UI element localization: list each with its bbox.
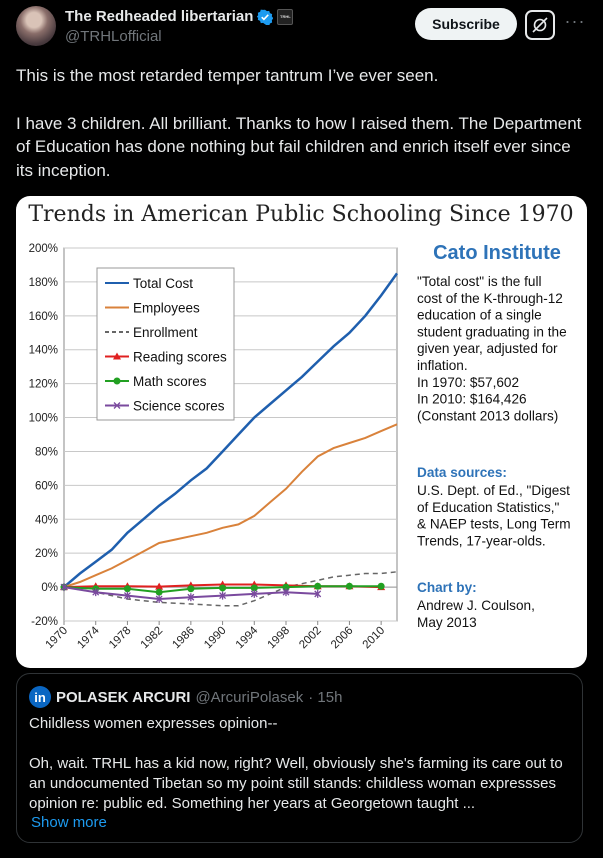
affiliate-badge-icon[interactable]: TRHL [277, 8, 294, 25]
show-more-link[interactable]: Show more [31, 814, 107, 831]
data-point-science-scores [187, 593, 195, 602]
data-point-math-scores [123, 585, 131, 593]
data-sources-line: & NAEP tests, Long Term [417, 517, 571, 532]
legend-marker-science-scores [113, 402, 121, 409]
y-tick-label: 160% [29, 311, 58, 323]
legend-marker-math-scores [113, 377, 121, 385]
quoted-author-handle: @ArcuriPolasek [195, 688, 304, 706]
series-line-employees [63, 423, 398, 589]
grok-slash-icon [532, 17, 548, 33]
x-tick-label: 1998 [266, 625, 293, 652]
x-tick-label: 1974 [75, 624, 102, 651]
data-point-math-scores [155, 588, 163, 596]
tweet-header: The Redheaded libertarian TRHL @TRHLoffi… [16, 6, 587, 46]
x-tick-label: 2010 [361, 625, 388, 652]
data-point-science-scores [123, 591, 131, 600]
annotation-line: In 1970: $57,602 [417, 375, 519, 390]
data-sources-title: Data sources: [417, 465, 507, 480]
annotation-line: "Total cost" is the full [417, 274, 542, 289]
x-tick-label: 1970 [44, 625, 71, 652]
y-tick-label: 0% [41, 582, 58, 594]
x-tick-label: 1982 [139, 625, 166, 652]
y-tick-label: 60% [35, 480, 58, 492]
tweet-image[interactable]: Trends in American Public Schooling Sinc… [16, 196, 587, 668]
chart: Trends in American Public Schooling Sinc… [28, 202, 573, 652]
x-tick-label: 1990 [202, 625, 229, 652]
x-tick-label: 2002 [297, 625, 324, 652]
more-options-icon[interactable]: ··· [564, 11, 586, 31]
tweet-body: This is the most retarded temper tantrum… [16, 64, 586, 206]
grok-icon[interactable] [525, 10, 555, 40]
legend-label-total-cost: Total Cost [133, 276, 193, 291]
data-point-math-scores [314, 582, 322, 590]
quoted-timestamp: · 15h [308, 688, 343, 706]
data-point-science-scores [155, 594, 163, 603]
data-point-math-scores [345, 582, 353, 590]
x-tick-label: 1986 [170, 625, 197, 652]
annotation-line: In 2010: $164,426 [417, 392, 527, 407]
data-point-science-scores [250, 589, 258, 598]
quoted-tweet-body: Childless women expresses opinion-- Oh, … [29, 714, 574, 834]
x-tick-label: 1994 [234, 624, 261, 651]
y-tick-label: 20% [35, 548, 58, 560]
legend-label-science-scores: Science scores [133, 399, 225, 414]
tweet-paragraph-2: I have 3 children. All brilliant. Thanks… [16, 113, 582, 180]
quoted-paragraph-2: Oh, wait. TRHL has a kid now, right? Wel… [29, 755, 563, 812]
x-tick-label: 2006 [329, 625, 356, 652]
data-point-math-scores [187, 585, 195, 593]
legend-label-employees: Employees [133, 301, 200, 316]
y-tick-label: 80% [35, 446, 58, 458]
data-point-science-scores [60, 583, 68, 592]
x-tick-label: 1978 [107, 625, 134, 652]
y-tick-label: -20% [31, 616, 58, 628]
quoted-paragraph-1: Childless women expresses opinion-- [29, 715, 278, 732]
chart-credit-title: Chart by: [417, 580, 477, 595]
avatar[interactable] [16, 6, 56, 46]
y-tick-label: 140% [29, 345, 58, 357]
author-handle[interactable]: @TRHLofficial [65, 28, 162, 45]
subscribe-button[interactable]: Subscribe [415, 8, 517, 40]
y-tick-label: 200% [29, 243, 58, 255]
data-point-science-scores [282, 588, 290, 597]
annotation-line: (Constant 2013 dollars) [417, 408, 558, 423]
verified-badge-icon [257, 9, 274, 25]
tweet-paragraph-1: This is the most retarded temper tantrum… [16, 66, 439, 85]
legend-label-math-scores: Math scores [133, 374, 207, 389]
annotation-line: given year, adjusted for [417, 341, 558, 356]
annotation-line: education of a single [417, 308, 542, 323]
quoted-tweet[interactable]: in POLASEK ARCURI @ArcuriPolasek · 15h C… [16, 673, 583, 843]
quoted-author-name[interactable]: POLASEK ARCURI [56, 688, 191, 706]
author-display-name[interactable]: The Redheaded libertarian [65, 8, 254, 25]
data-point-reading-scores [155, 582, 164, 590]
data-point-math-scores [377, 582, 385, 590]
legend-marker-reading-scores [113, 352, 121, 360]
y-tick-label: 180% [29, 277, 58, 289]
data-sources-line: Trends, 17-year-olds. [417, 533, 546, 548]
chart-credit-line: Andrew J. Coulson, [417, 598, 535, 613]
data-point-math-scores [219, 584, 227, 592]
data-sources-line: of Education Statistics," [417, 500, 560, 515]
author-name-row: The Redheaded libertarian TRHL [65, 8, 294, 25]
data-point-science-scores [219, 591, 227, 600]
data-point-science-scores [314, 589, 322, 598]
quoted-avatar-icon[interactable]: in [29, 686, 51, 708]
annotation-line: student graduating in the [417, 324, 567, 339]
quoted-tweet-header: in POLASEK ARCURI @ArcuriPolasek · 15h [29, 686, 342, 708]
annotation-line: inflation. [417, 358, 468, 373]
data-point-science-scores [92, 588, 100, 597]
y-tick-label: 100% [29, 413, 58, 425]
legend-label-reading-scores: Reading scores [133, 350, 227, 365]
annotation-line: cost of the K-through-12 [417, 291, 563, 306]
chart-credit-line: May 2013 [417, 615, 477, 630]
series-line-total-cost [63, 272, 399, 589]
chart-org-title: Cato Institute [433, 242, 561, 264]
y-tick-label: 40% [35, 514, 58, 526]
chart-title: Trends in American Public Schooling Sinc… [28, 202, 573, 227]
legend-box [96, 267, 235, 421]
data-point-math-scores [282, 583, 290, 591]
legend-label-enrollment: Enrollment [133, 325, 198, 340]
data-sources-line: U.S. Dept. of Ed., "Digest [417, 483, 570, 498]
data-point-math-scores [250, 584, 258, 592]
y-tick-label: 120% [29, 379, 58, 391]
